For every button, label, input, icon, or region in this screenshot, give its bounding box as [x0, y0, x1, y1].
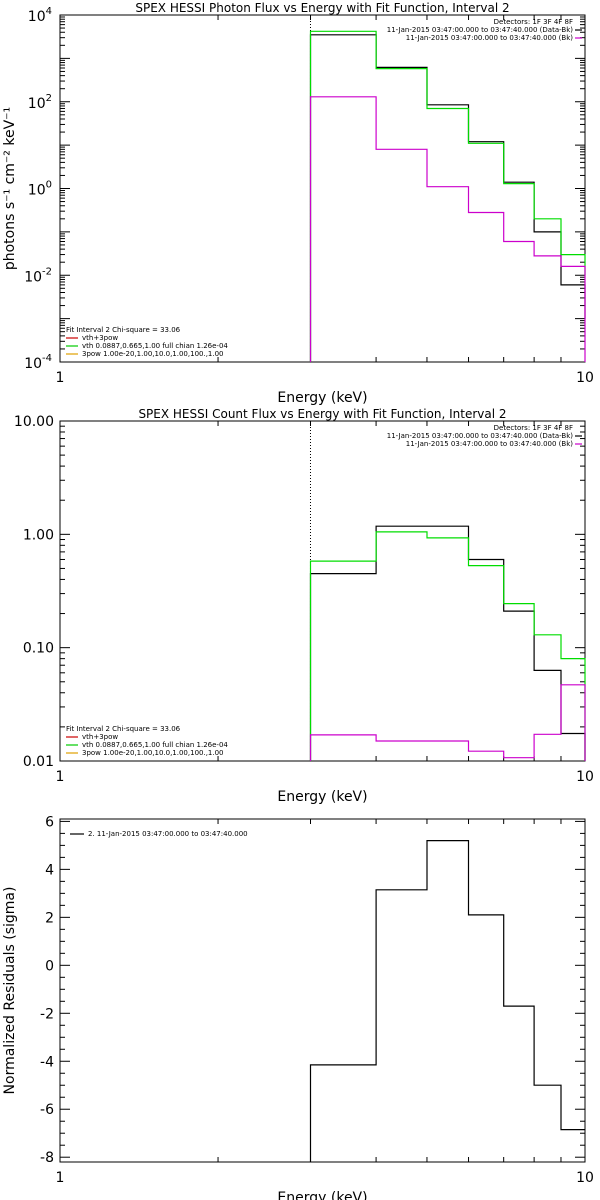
- y-tick-label: -6: [40, 1102, 54, 1118]
- x-axis-label: Energy (keV): [277, 789, 367, 805]
- y-tick-label: 4: [45, 862, 54, 878]
- chart-panel-2: 1 10 Energy (keV) 0.01 0.10 1.00 10.00 SPEX HES…: [14, 407, 594, 805]
- y-tick-label: -2: [40, 1006, 54, 1022]
- y-tick-label: 10.00: [14, 414, 54, 430]
- series-2-line: [309, 531, 586, 761]
- x-tick-label: 10: [576, 769, 594, 785]
- y-tick-label: 0.01: [23, 754, 54, 770]
- info-text: 11-Jan-2015 03:47:00.000 to 03:47:40.000…: [406, 34, 574, 42]
- legend-entry: vth+3pow: [82, 334, 118, 342]
- y-tick-label: 104: [28, 6, 52, 25]
- plot-frame: [59, 420, 586, 762]
- fit-info-text: Fit Interval 2 Chi-square = 33.06: [66, 725, 181, 733]
- info-text: 11-Jan-2015 03:47:00.000 to 03:47:40.000…: [406, 440, 574, 448]
- series-1-line: [309, 840, 585, 1162]
- legend-entry: 3pow 1.00e-20,1.00,10.0,1.00,100.,1.00: [82, 350, 224, 358]
- x-tick-label: 1: [56, 370, 65, 386]
- y-axis-label: Normalized Residuals (sigma): [2, 887, 18, 1095]
- y-tick-label: 6: [45, 814, 54, 830]
- y-tick-label: 10-2: [24, 266, 52, 285]
- info-text: 11-Jan-2015 03:47:00.000 to 03:47:40.000…: [387, 432, 574, 440]
- series-3-line: [309, 684, 586, 761]
- chart-panel-3: 1 10 Energy (keV) -8 -6 -4 -2 0 2 4 6 Normalized Re…: [2, 814, 594, 1200]
- y-tick-label: 2: [45, 910, 54, 926]
- chart-panel-1: 1 10 Energy (keV) 10-4 10-2 100 102 104 photons …: [2, 1, 594, 406]
- legend-entry: vth 0.0887,0.665,1.00 full chian 1.26e-0…: [82, 342, 228, 350]
- legend-entry: 2. 11-Jan-2015 03:47:00.000 to 03:47:40.…: [88, 830, 248, 838]
- y-tick-label: 0.10: [23, 641, 54, 657]
- legend-entry: 3pow 1.00e-20,1.00,10.0,1.00,100.,1.00: [82, 749, 224, 757]
- plot-frame: [59, 14, 586, 363]
- legend-entry: vth 0.0887,0.665,1.00 full chian 1.26e-0…: [82, 741, 228, 749]
- y-tick-label: 10-4: [24, 353, 52, 372]
- info-text: Detectors: 1F 3F 4F 8F: [494, 18, 573, 26]
- y-tick-label: 102: [28, 93, 52, 112]
- x-tick-label: 10: [576, 1170, 594, 1186]
- y-axis-label: photons s⁻¹ cm⁻² keV⁻¹: [2, 107, 18, 270]
- x-tick-label: 1: [56, 769, 65, 785]
- y-tick-label: -8: [40, 1150, 54, 1166]
- x-axis-label: Energy (keV): [277, 390, 367, 406]
- series-1-line: [309, 34, 586, 362]
- y-tick-label: 1.00: [23, 527, 54, 543]
- plot-frame: [59, 818, 586, 1163]
- x-tick-label: 10: [576, 370, 594, 386]
- series-2-line: [309, 30, 586, 362]
- chart-title: SPEX HESSI Count Flux vs Energy with Fit…: [138, 407, 506, 421]
- info-text: Detectors: 1F 3F 4F 8F: [494, 424, 573, 432]
- info-text: 11-Jan-2015 03:47:00.000 to 03:47:40.000…: [387, 26, 574, 34]
- y-tick-label: 100: [28, 180, 52, 199]
- series-3-line: [309, 96, 586, 362]
- legend-entry: vth+3pow: [82, 733, 118, 741]
- y-tick-label: 0: [45, 958, 54, 974]
- y-tick-label: -4: [40, 1054, 54, 1070]
- chart-title: SPEX HESSI Photon Flux vs Energy with Fi…: [135, 1, 509, 15]
- fit-info-text: Fit Interval 2 Chi-square = 33.06: [66, 326, 181, 334]
- x-axis-label: Energy (keV): [277, 1190, 367, 1200]
- x-tick-label: 1: [56, 1170, 65, 1186]
